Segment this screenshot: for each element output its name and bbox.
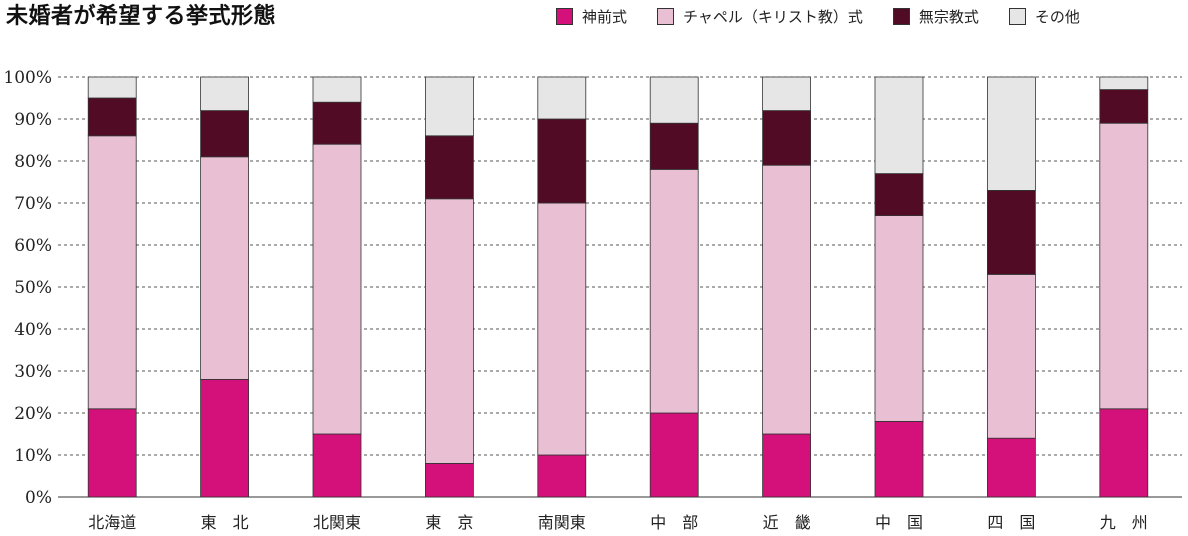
bar-segment-other-minamikanto: [537, 76, 587, 120]
bar-segment-nonreligious-kyushu: [1099, 89, 1149, 124]
legend-label-chapel: チャペル（キリスト教）式: [683, 7, 863, 26]
bar-segment-other-kinki: [762, 76, 811, 111]
legend: 神前式 チャペル（キリスト教）式 無宗教式 その他: [556, 4, 1080, 28]
bar-segment-chapel-chubu: [649, 168, 699, 414]
bar-segment-other-chubu: [649, 76, 699, 124]
legend-item-other: その他: [1008, 6, 1080, 27]
y-tick-label: 50%: [14, 278, 52, 298]
y-tick-label: 90%: [14, 110, 52, 130]
bar-segment-chapel-kyushu: [1099, 122, 1149, 410]
bar-segment-chapel-shikoku: [987, 273, 1036, 439]
x-tick-label-kitakanto: 北関東: [313, 513, 361, 532]
x-tick-label-tohoku: 東 北: [201, 513, 249, 532]
bar-segment-shinzen-hokkaido: [87, 408, 137, 498]
legend-swatch-other: [1008, 7, 1026, 25]
x-tick-label-tokyo: 東 京: [425, 513, 473, 532]
legend-swatch-shinzen: [556, 7, 573, 25]
x-tick-label-chugoku: 中 国: [875, 513, 923, 532]
legend-item-shinzen: 神前式: [556, 6, 627, 27]
chart-title: 未婚者が希望する挙式形態: [6, 4, 277, 29]
bar-segment-nonreligious-tokyo: [424, 135, 474, 200]
bar-segment-chapel-tohoku: [200, 156, 250, 380]
bar-segment-nonreligious-kitakanto: [312, 101, 362, 145]
y-tick-label: 0%: [25, 488, 52, 508]
y-tick-label: 100%: [3, 68, 52, 88]
y-tick-label: 80%: [14, 152, 52, 172]
bar-segment-other-kyushu: [1099, 76, 1149, 91]
legend-swatch-nonreligious: [892, 7, 910, 25]
legend-label-nonreligious: 無宗教式: [918, 7, 979, 26]
bar-segment-other-chugoku: [874, 76, 924, 174]
bar-segment-nonreligious-chugoku: [874, 173, 924, 217]
y-tick-label: 40%: [14, 320, 52, 340]
x-tick-label-shikoku: 四 国: [987, 513, 1035, 532]
bar-segment-shinzen-chugoku: [874, 420, 924, 498]
bar-segment-shinzen-minamikanto: [537, 454, 587, 498]
bar-segment-other-tohoku: [200, 76, 250, 111]
y-tick-label: 30%: [14, 362, 52, 382]
bar-segment-chapel-hokkaido: [87, 135, 137, 410]
x-tick-label-kyushu: 九 州: [1100, 513, 1148, 532]
y-tick-label: 70%: [14, 194, 52, 214]
bar-segment-shinzen-shikoku: [987, 437, 1036, 498]
legend-item-nonreligious: 無宗教式: [892, 6, 979, 27]
x-tick-label-chubu: 中 部: [650, 513, 698, 532]
bar-segment-shinzen-kinki: [762, 433, 811, 498]
y-axis-ticks: 0% 10% 20% 30% 40% 50% 60% 70% 80% 90% 100%: [3, 68, 52, 508]
bar-segment-nonreligious-minamikanto: [537, 118, 587, 204]
bar-segment-shinzen-chubu: [649, 412, 699, 498]
y-tick-label: 20%: [14, 404, 52, 424]
y-tick-label: 60%: [14, 236, 52, 256]
x-tick-label-minamikanto: 南関東: [538, 513, 586, 532]
bar-segment-nonreligious-tohoku: [200, 110, 250, 158]
x-tick-label-hokkaido: 北海道: [88, 513, 136, 532]
bar-segment-other-shikoku: [987, 76, 1036, 191]
bar-segment-nonreligious-kinki: [762, 110, 811, 166]
bar-segment-shinzen-kyushu: [1099, 408, 1149, 498]
legend-item-chapel: チャペル（キリスト教）式: [657, 6, 863, 27]
bar-segment-chapel-chugoku: [874, 215, 924, 422]
y-tick-label: 10%: [14, 446, 52, 466]
bar-segment-chapel-minamikanto: [537, 202, 587, 456]
bar-segment-chapel-kitakanto: [312, 143, 362, 435]
legend-label-shinzen: 神前式: [582, 7, 628, 26]
bar-segment-shinzen-tohoku: [200, 378, 250, 498]
bar-segment-nonreligious-chubu: [649, 122, 699, 170]
bar-segment-shinzen-tokyo: [424, 462, 474, 498]
bar-segment-other-tokyo: [424, 76, 474, 137]
x-tick-label-kinki: 近 畿: [763, 513, 811, 532]
legend-swatch-chapel: [657, 7, 675, 25]
bar-segment-chapel-kinki: [762, 164, 811, 435]
bar-segment-other-kitakanto: [312, 76, 362, 103]
bar-segment-nonreligious-hokkaido: [87, 97, 137, 137]
bars: [87, 76, 1149, 498]
bar-segment-shinzen-kitakanto: [312, 433, 362, 498]
bar-segment-nonreligious-shikoku: [987, 189, 1036, 275]
bar-segment-other-hokkaido: [87, 76, 137, 99]
bar-segment-chapel-tokyo: [424, 198, 474, 464]
legend-label-other: その他: [1034, 7, 1080, 26]
